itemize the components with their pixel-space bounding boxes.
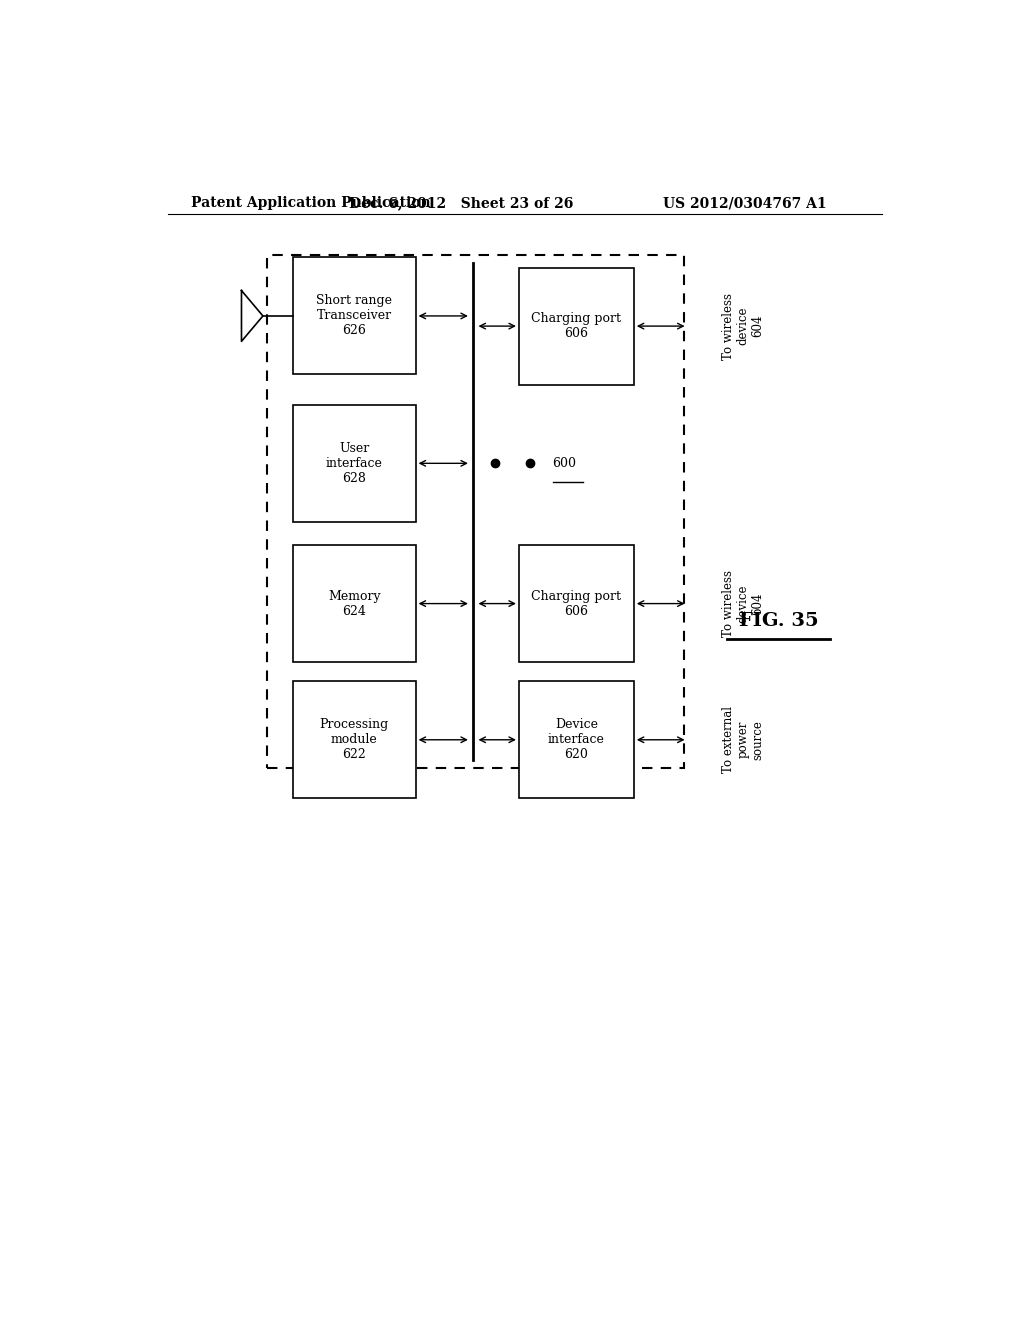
Text: Dec. 6, 2012   Sheet 23 of 26: Dec. 6, 2012 Sheet 23 of 26 [349, 197, 573, 210]
Text: To external
power
source: To external power source [722, 706, 765, 774]
Bar [293, 405, 416, 521]
Bar [267, 255, 684, 768]
Bar [293, 545, 416, 663]
Text: User
interface
628: User interface 628 [326, 442, 383, 484]
Text: Memory
624: Memory 624 [328, 590, 381, 618]
Text: To wireless
device
604: To wireless device 604 [722, 293, 765, 359]
Text: Short range
Transceiver
626: Short range Transceiver 626 [316, 294, 392, 338]
Text: Patent Application Publication: Patent Application Publication [191, 197, 431, 210]
Bar [293, 257, 416, 375]
Bar [293, 681, 416, 799]
Text: 600: 600 [553, 457, 577, 470]
Text: Charging port
606: Charging port 606 [531, 590, 622, 618]
Bar [519, 268, 634, 384]
Text: FIG. 35: FIG. 35 [739, 612, 818, 630]
Bar [519, 545, 634, 663]
Text: To wireless
device
604: To wireless device 604 [722, 570, 765, 638]
Text: US 2012/0304767 A1: US 2012/0304767 A1 [663, 197, 826, 210]
Bar [519, 681, 634, 799]
Text: Charging port
606: Charging port 606 [531, 312, 622, 341]
Text: Device
interface
620: Device interface 620 [548, 718, 605, 762]
Text: Processing
module
622: Processing module 622 [319, 718, 389, 762]
